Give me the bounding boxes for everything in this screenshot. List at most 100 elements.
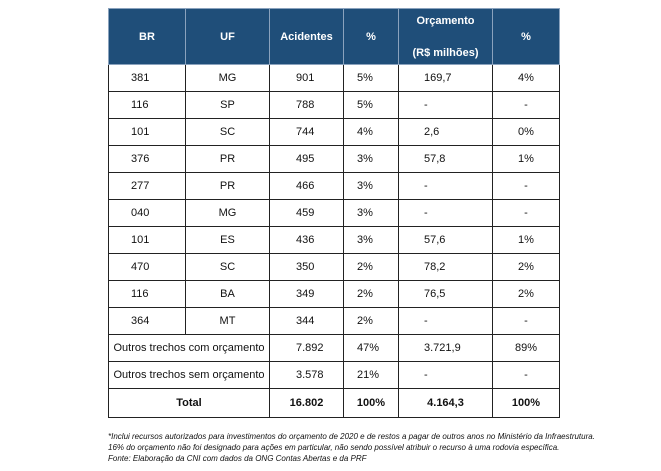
cell-acidentes: 901 xyxy=(269,64,344,92)
footnotes: *Inclui recursos autorizados para invest… xyxy=(108,431,658,464)
total-percent-acidentes: 100% xyxy=(343,388,399,418)
cell-acidentes: 466 xyxy=(269,172,344,200)
cell-uf: MG xyxy=(185,199,270,227)
cell-br: 116 xyxy=(108,91,186,119)
cell-orcamento: 2,6 xyxy=(398,118,493,146)
cell-uf: MT xyxy=(185,307,270,335)
cell-percent-orcamento: - xyxy=(492,91,560,119)
cell-uf: SC xyxy=(185,253,270,281)
table-row: 376 PR 495 3% 57,8 1% xyxy=(108,145,560,173)
header-uf: UF xyxy=(185,8,270,65)
cell-percent-orcamento: - xyxy=(492,172,560,200)
cell-acidentes: 350 xyxy=(269,253,344,281)
cell-orcamento: 169,7 xyxy=(398,64,493,92)
cell-orcamento: - xyxy=(398,172,493,200)
cell-uf: BA xyxy=(185,280,270,308)
footnote-line-1: *Inclui recursos autorizados para invest… xyxy=(108,432,595,441)
cell-percent-orcamento: 0% xyxy=(492,118,560,146)
cell-uf: PR xyxy=(185,172,270,200)
cell-acidentes: 495 xyxy=(269,145,344,173)
cell-uf: ES xyxy=(185,226,270,254)
cell-percent-orcamento: - xyxy=(492,361,560,389)
cell-orcamento: 57,8 xyxy=(398,145,493,173)
cell-uf: SC xyxy=(185,118,270,146)
header-orcamento-stack: Orçamento (R$ milhões) xyxy=(399,15,492,59)
cell-acidentes: 349 xyxy=(269,280,344,308)
table-header: BR UF Acidentes % Orçamento (R$ milhões)… xyxy=(108,8,560,65)
cell-acidentes: 3.578 xyxy=(269,361,344,389)
cell-acidentes: 788 xyxy=(269,91,344,119)
cell-percent-orcamento: 1% xyxy=(492,226,560,254)
total-acidentes: 16.802 xyxy=(269,388,344,418)
cell-orcamento: - xyxy=(398,199,493,227)
total-label: Total xyxy=(108,388,270,418)
header-orcamento-unit: (R$ milhões) xyxy=(412,46,479,59)
header-percent-orcamento: % xyxy=(492,8,560,65)
header-acidentes: Acidentes xyxy=(269,8,344,65)
cell-percent-acidentes: 3% xyxy=(343,145,399,173)
cell-percent-acidentes: 2% xyxy=(343,280,399,308)
cell-br: 364 xyxy=(108,307,186,335)
cell-br: 040 xyxy=(108,199,186,227)
cell-uf: SP xyxy=(185,91,270,119)
cell-percent-acidentes: 21% xyxy=(343,361,399,389)
cell-br: 376 xyxy=(108,145,186,173)
cell-orcamento: 78,2 xyxy=(398,253,493,281)
cell-percent-acidentes: 2% xyxy=(343,307,399,335)
header-br: BR xyxy=(108,8,186,65)
header-percent-acidentes: % xyxy=(343,8,399,65)
cell-orcamento: 3.721,9 xyxy=(398,334,493,362)
table-row: 040 MG 459 3% - - xyxy=(108,199,560,227)
table-row: 116 BA 349 2% 76,5 2% xyxy=(108,280,560,308)
summary-row: Outros trechos com orçamento 7.892 47% 3.72… xyxy=(108,334,560,362)
table-row: 101 SC 744 4% 2,6 0% xyxy=(108,118,560,146)
cell-acidentes: 459 xyxy=(269,199,344,227)
table-row: 277 PR 466 3% - - xyxy=(108,172,560,200)
cell-percent-acidentes: 3% xyxy=(343,226,399,254)
table-row: 381 MG 901 5% 169,7 4% xyxy=(108,64,560,92)
header-row: BR UF Acidentes % Orçamento (R$ milhões)… xyxy=(108,8,560,65)
cell-percent-acidentes: 3% xyxy=(343,172,399,200)
footnote-source: Fonte: Elaboração da CNI com dados da ON… xyxy=(108,454,367,463)
cell-acidentes: 344 xyxy=(269,307,344,335)
table-row: 364 MT 344 2% - - xyxy=(108,307,560,335)
header-orcamento-title: Orçamento xyxy=(416,14,475,27)
cell-percent-acidentes: 5% xyxy=(343,91,399,119)
cell-br: 470 xyxy=(108,253,186,281)
total-percent-orcamento: 100% xyxy=(492,388,560,418)
cell-br: 116 xyxy=(108,280,186,308)
accidents-budget-table: BR UF Acidentes % Orçamento (R$ milhões)… xyxy=(108,8,560,418)
table-row: 116 SP 788 5% - - xyxy=(108,91,560,119)
cell-percent-acidentes: 47% xyxy=(343,334,399,362)
table-body: 381 MG 901 5% 169,7 4% 116 SP 788 5% - -101 SC 744 4% 2… xyxy=(108,64,560,418)
cell-br: 381 xyxy=(108,64,186,92)
cell-br: 101 xyxy=(108,226,186,254)
summary-label: Outros trechos sem orçamento xyxy=(108,361,270,389)
cell-orcamento: - xyxy=(398,307,493,335)
cell-acidentes: 7.892 xyxy=(269,334,344,362)
header-orcamento: Orçamento (R$ milhões) xyxy=(398,8,493,65)
cell-orcamento: 57,6 xyxy=(398,226,493,254)
cell-percent-orcamento: - xyxy=(492,307,560,335)
summary-label: Outros trechos com orçamento xyxy=(108,334,270,362)
cell-orcamento: - xyxy=(398,361,493,389)
cell-percent-acidentes: 2% xyxy=(343,253,399,281)
total-orcamento: 4.164,3 xyxy=(398,388,493,418)
cell-br: 277 xyxy=(108,172,186,200)
total-row: Total 16.802 100% 4.164,3 100% xyxy=(108,388,560,418)
cell-acidentes: 436 xyxy=(269,226,344,254)
cell-uf: MG xyxy=(185,64,270,92)
cell-br: 101 xyxy=(108,118,186,146)
cell-percent-orcamento: 2% xyxy=(492,280,560,308)
cell-percent-orcamento: - xyxy=(492,199,560,227)
cell-uf: PR xyxy=(185,145,270,173)
table-row: 101 ES 436 3% 57,6 1% xyxy=(108,226,560,254)
cell-orcamento: - xyxy=(398,91,493,119)
summary-row: Outros trechos sem orçamento 3.578 21% - - xyxy=(108,361,560,389)
table-row: 470 SC 350 2% 78,2 2% xyxy=(108,253,560,281)
cell-acidentes: 744 xyxy=(269,118,344,146)
cell-percent-orcamento: 1% xyxy=(492,145,560,173)
cell-orcamento: 76,5 xyxy=(398,280,493,308)
cell-percent-orcamento: 89% xyxy=(492,334,560,362)
cell-percent-acidentes: 5% xyxy=(343,64,399,92)
